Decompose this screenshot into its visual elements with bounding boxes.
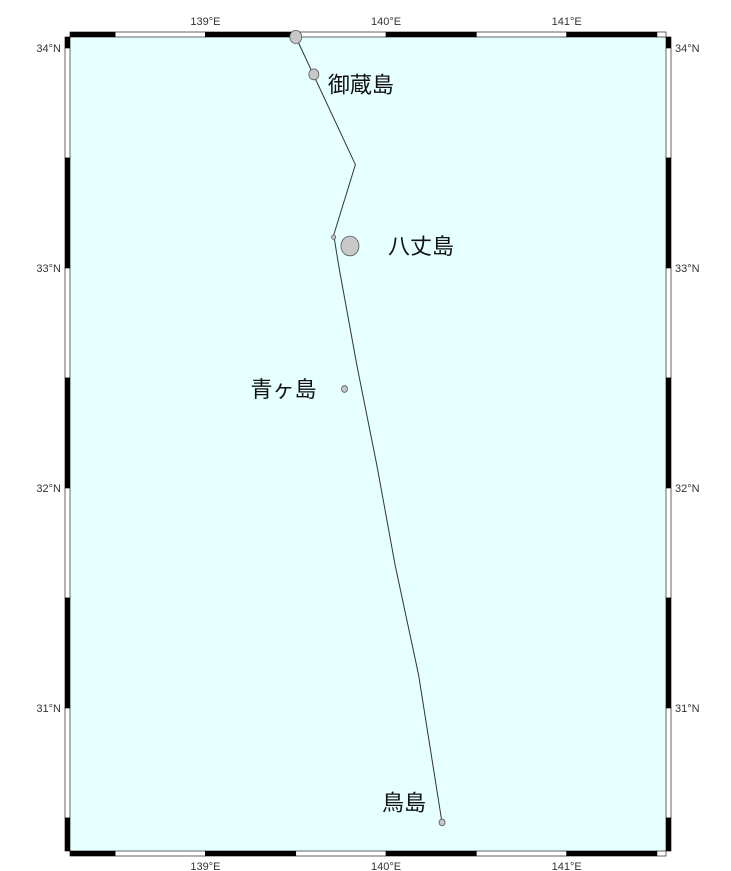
frame-segment-left xyxy=(64,377,71,489)
frame-segment-top xyxy=(69,31,116,38)
frame-segment-top xyxy=(566,31,658,38)
frame-segment-left xyxy=(64,36,71,49)
frame-segment-left xyxy=(64,817,71,852)
frame-segment-bottom xyxy=(205,850,297,857)
frame-segment-left xyxy=(64,487,71,599)
frame-segment-left xyxy=(64,597,71,709)
lon-label-top: 141°E xyxy=(552,16,582,28)
frame-segment-top xyxy=(114,31,206,38)
frame-segment-right xyxy=(665,377,672,489)
ship-track-line xyxy=(295,36,443,823)
ocean-area xyxy=(70,37,666,851)
island-hachijo-kojima xyxy=(331,234,337,240)
island-label-aogashima: 青ヶ島 xyxy=(251,378,317,403)
frame-segment-right xyxy=(665,157,672,269)
island-aogashima xyxy=(341,385,348,393)
lon-label-top: 140°E xyxy=(371,16,401,28)
island-hachijojima xyxy=(340,235,360,257)
frame-segment-left xyxy=(64,47,71,159)
lon-label-bottom: 141°E xyxy=(552,861,582,871)
island-label-hachijojima: 八丈島 xyxy=(388,235,454,260)
frame-segment-bottom xyxy=(69,850,116,857)
frame-segment-right xyxy=(665,267,672,379)
island-kozushima-area xyxy=(289,29,303,44)
frame-segment-top xyxy=(656,31,667,38)
frame-segment-bottom xyxy=(295,850,387,857)
frame-segment-left xyxy=(64,267,71,379)
island-label-torishima: 鳥島 xyxy=(382,791,426,816)
lat-label-left: 33°N xyxy=(36,263,61,275)
frame-segment-top xyxy=(295,31,387,38)
island-torishima xyxy=(438,818,446,827)
frame-segment-right xyxy=(665,47,672,159)
frame-segment-bottom xyxy=(476,850,567,857)
island-mikurajima xyxy=(308,68,320,81)
frame-segment-top xyxy=(385,31,477,38)
frame-segment-top xyxy=(205,31,297,38)
lat-label-left: 34°N xyxy=(36,43,61,55)
frame-segment-top xyxy=(476,31,567,38)
frame-segment-bottom xyxy=(385,850,477,857)
frame-segment-right xyxy=(665,597,672,709)
lat-label-right: 32°N xyxy=(675,483,700,495)
lat-label-right: 33°N xyxy=(675,263,700,275)
frame-segment-left xyxy=(64,157,71,269)
frame-segment-right xyxy=(665,487,672,599)
lon-label-bottom: 140°E xyxy=(371,861,401,871)
frame-segment-left xyxy=(64,707,71,819)
lon-label-bottom: 139°E xyxy=(190,861,220,871)
lon-label-top: 139°E xyxy=(190,16,220,28)
island-label-mikurajima: 御蔵島 xyxy=(328,73,394,98)
lat-label-left: 31°N xyxy=(36,703,61,715)
lat-label-right: 31°N xyxy=(675,703,700,715)
frame-segment-right xyxy=(665,36,672,49)
frame-segment-right xyxy=(665,707,672,819)
lat-label-left: 32°N xyxy=(36,483,61,495)
frame-segment-bottom xyxy=(566,850,658,857)
frame-segment-bottom xyxy=(114,850,206,857)
frame-segment-bottom xyxy=(656,850,667,857)
lat-label-right: 34°N xyxy=(675,43,700,55)
frame-segment-right xyxy=(665,817,672,852)
